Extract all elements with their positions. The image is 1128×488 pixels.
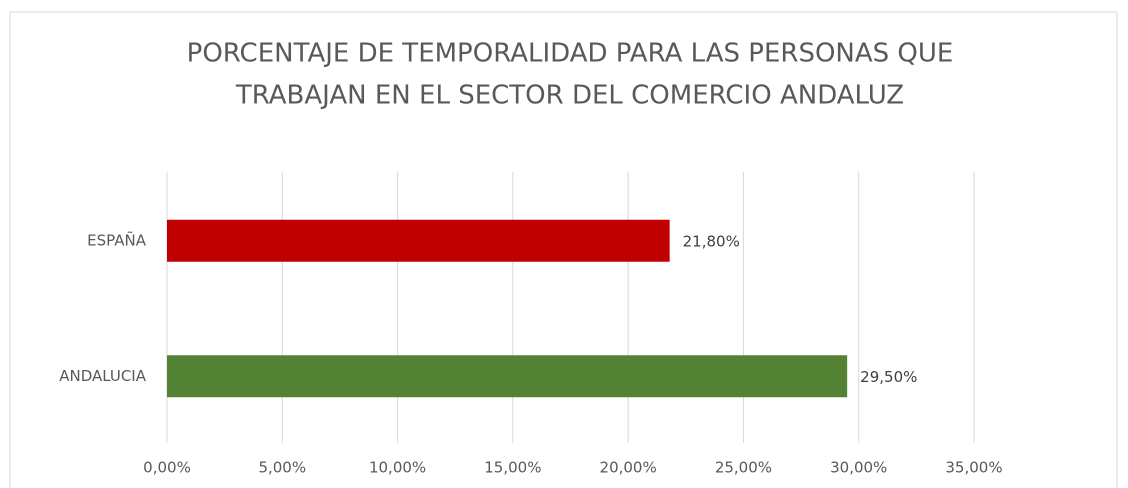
chart-title: TRABAJAN EN EL SECTOR DEL COMERCIO ANDAL… bbox=[235, 81, 904, 111]
y-tick-label: ANDALUCIA bbox=[59, 367, 147, 385]
value-label: 21,80% bbox=[683, 232, 740, 250]
y-tick-label: ESPAÑA bbox=[87, 230, 147, 249]
chart-title: PORCENTAJE DE TEMPORALIDAD PARA LAS PERS… bbox=[187, 39, 954, 69]
value-label: 29,50% bbox=[860, 368, 917, 386]
x-tick-label: 15,00% bbox=[484, 459, 541, 477]
x-tick-label: 20,00% bbox=[600, 459, 657, 477]
bar bbox=[167, 355, 848, 398]
x-tick-label: 30,00% bbox=[830, 459, 887, 477]
x-tick-label: 0,00% bbox=[143, 459, 191, 477]
x-tick-label: 25,00% bbox=[715, 459, 772, 477]
bar bbox=[167, 219, 670, 262]
x-tick-label: 35,00% bbox=[945, 459, 1002, 477]
x-tick-label: 5,00% bbox=[258, 459, 306, 477]
x-tick-label: 10,00% bbox=[369, 459, 426, 477]
